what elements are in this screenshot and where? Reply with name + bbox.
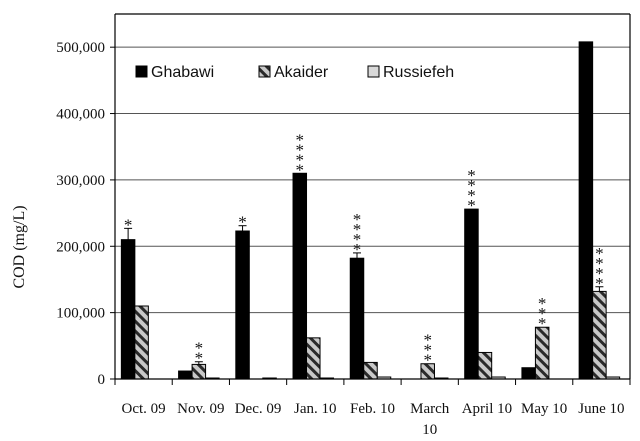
legend-label-russiefeh: Russiefeh: [383, 64, 454, 81]
x-tick-label: May 10: [521, 401, 567, 417]
significance-star: *: [595, 254, 604, 273]
bar-ghabawi: [521, 367, 536, 380]
significance-label: *: [238, 213, 247, 232]
significance-star: *: [538, 314, 547, 333]
bar-akaider: [306, 337, 321, 380]
y-tick-label: 500,000: [56, 40, 105, 56]
bar-ghabawi: [235, 230, 250, 380]
significance-star: *: [296, 130, 305, 149]
bar-ghabawi: [349, 257, 365, 380]
legend-background: [130, 60, 480, 84]
bar-ghabawi: [464, 208, 479, 380]
legend-swatch-akaider: [258, 65, 271, 78]
significance-star: *: [353, 240, 362, 259]
significance-star: *: [467, 176, 476, 195]
legend-swatch-russiefeh: [367, 65, 380, 78]
significance-star: *: [595, 244, 604, 263]
x-tick-label: Dec. 09: [235, 401, 282, 417]
x-tick-label: Oct. 09: [122, 401, 166, 417]
significance-star: *: [353, 230, 362, 249]
significance-label: ****: [353, 210, 362, 259]
significance-label: ****: [595, 244, 604, 293]
significance-star: *: [238, 213, 247, 232]
significance-star: *: [296, 160, 305, 179]
legend-label-akaider: Akaider: [274, 64, 329, 81]
significance-star: *: [538, 304, 547, 323]
bar-akaider: [592, 290, 607, 380]
significance-star: *: [195, 349, 204, 368]
x-tick-label: June 10: [578, 401, 624, 417]
significance-star: *: [195, 339, 204, 358]
significance-label: ****: [296, 130, 305, 179]
significance-label: **: [195, 339, 204, 368]
bar-ghabawi: [120, 239, 136, 380]
significance-star: *: [595, 274, 604, 293]
significance-star: *: [538, 294, 547, 313]
significance-label: ***: [423, 331, 432, 370]
legend-swatch-ghabawi: [135, 65, 148, 78]
significance-star: *: [467, 196, 476, 215]
y-tick-label: 400,000: [56, 107, 105, 123]
x-tick-label: March 10: [410, 401, 450, 438]
significance-star: *: [467, 166, 476, 185]
y-tick-label: 200,000: [56, 239, 105, 255]
significance-star: *: [423, 331, 432, 350]
significance-star: *: [595, 264, 604, 283]
significance-star: *: [353, 220, 362, 239]
significance-star: *: [467, 186, 476, 205]
significance-star: *: [296, 140, 305, 159]
legend: Ghabawi Akaider Russiefeh: [130, 60, 480, 84]
significance-label: ****: [467, 166, 476, 215]
bar-ghabawi: [578, 41, 594, 380]
significance-star: *: [124, 215, 133, 234]
bar-ghabawi: [178, 370, 193, 380]
y-tick-label: 300,000: [56, 173, 105, 189]
bar-akaider: [534, 326, 550, 380]
x-tick-label: Jan. 10: [294, 401, 337, 417]
significance-star: *: [353, 210, 362, 229]
significance-label: ***: [538, 294, 547, 333]
significance-label: *: [124, 215, 133, 234]
bar-akaider: [134, 305, 149, 380]
legend-label-ghabawi: Ghabawi: [151, 64, 214, 81]
bar-akaider: [477, 351, 493, 380]
x-tick-label: Nov. 09: [177, 401, 224, 417]
y-tick-label: 100,000: [56, 306, 105, 322]
x-tick-label: Feb. 10: [350, 401, 395, 417]
significance-star: *: [423, 341, 432, 360]
y-tick-label: 0: [98, 372, 106, 388]
y-axis-title: COD (mg/L): [11, 205, 28, 288]
significance-star: *: [423, 351, 432, 370]
significance-star: *: [296, 150, 305, 169]
bar-akaider: [363, 361, 378, 380]
x-tick-label: April 10: [462, 401, 512, 417]
bar-ghabawi: [292, 172, 308, 380]
